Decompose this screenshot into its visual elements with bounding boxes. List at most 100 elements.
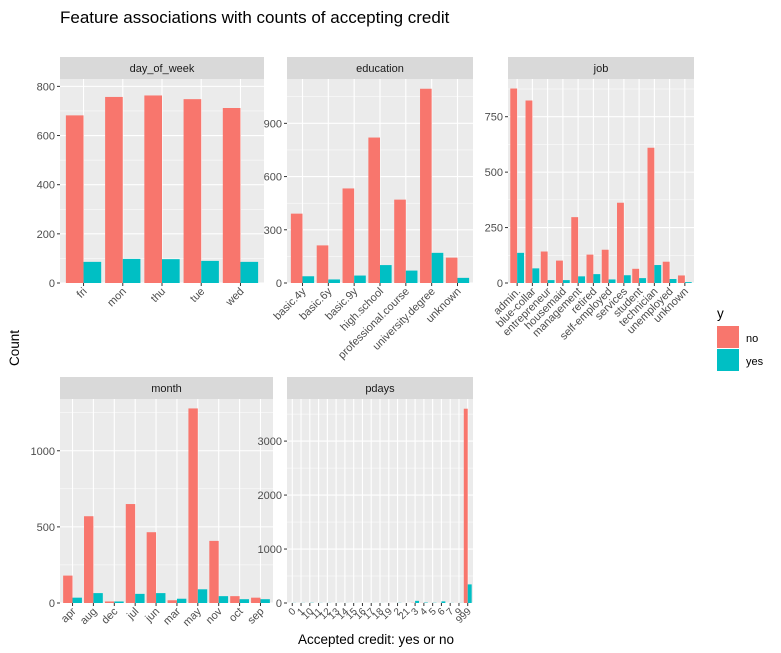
bar-no-basic.4y [290, 213, 303, 283]
bar-yes-basic.9y [354, 275, 366, 283]
legend-label-yes: yes [746, 356, 764, 368]
facet-label: education [356, 63, 404, 75]
bar-no-sep [251, 597, 261, 603]
y-tick-label: 200 [37, 229, 55, 241]
x-tick-label: wed [223, 286, 246, 309]
bar-yes-6 [441, 601, 446, 603]
y-axis-label: Count [7, 330, 22, 366]
x-tick-label: aug [78, 606, 99, 627]
bar-yes-mar [176, 598, 187, 603]
legend: y no yes [717, 306, 764, 371]
panel-education: education0300600900basic.4ybasic.6ybasic… [264, 57, 473, 362]
bar-no-high.school [368, 137, 380, 283]
bar-no-admin. [510, 88, 518, 283]
bar-yes-blue-collar [532, 268, 540, 283]
bar-yes-tue [201, 260, 219, 283]
chart-title: Feature associations with counts of acce… [60, 8, 450, 27]
bar-yes-unemployed [669, 279, 677, 283]
bar-yes-jul [135, 593, 145, 603]
bar-no-management [571, 217, 579, 283]
bar-no-technician [647, 147, 655, 283]
bar-no-nov [209, 540, 219, 603]
bar-yes-jun [156, 593, 166, 603]
y-tick-label: 750 [485, 112, 503, 124]
bar-no-housemaid [556, 260, 563, 283]
x-tick-label: dec [99, 605, 120, 626]
bar-no-mar [167, 600, 177, 603]
legend-label-no: no [746, 333, 758, 345]
bar-yes-3 [415, 600, 420, 603]
panel-pdays: pdays01000200030000110111213141516171819… [258, 377, 474, 626]
bar-no-retired [586, 254, 594, 283]
bar-no-entrepreneur [540, 251, 548, 283]
bar-no-services [617, 202, 624, 283]
bar-yes-unknown [457, 277, 470, 283]
y-tick-label: 2000 [258, 490, 282, 502]
bar-yes-admin. [517, 252, 525, 283]
bar-yes-basic.6y [328, 279, 340, 283]
facet-strip [508, 57, 694, 79]
legend-title: y [717, 306, 724, 321]
x-tick-label: mar [161, 605, 183, 627]
y-tick-label: 250 [485, 223, 503, 235]
bar-yes-retired [593, 274, 601, 283]
panel-background [508, 79, 694, 283]
x-tick-label: apr [59, 605, 79, 625]
panel-background [60, 399, 273, 603]
bar-yes-housemaid [562, 280, 570, 283]
bar-yes-aug [93, 593, 103, 603]
x-tick-label: oct [227, 606, 246, 625]
bar-yes-services [623, 275, 631, 283]
facet-label: pdays [365, 383, 395, 395]
bar-yes-mon [122, 258, 141, 283]
bar-no-may [188, 408, 198, 603]
bar-no-university.degree [420, 88, 432, 283]
x-tick-label: jul [124, 606, 141, 623]
bar-no-thu [144, 95, 162, 283]
bar-no-self-employed [601, 249, 609, 283]
bar-no-oct [230, 596, 240, 603]
y-tick-label: 300 [264, 225, 282, 237]
bar-yes-university.degree [431, 252, 444, 283]
x-tick-label: nov [204, 605, 225, 626]
bar-yes-nov [218, 596, 229, 603]
y-tick-label: 3000 [258, 436, 282, 448]
y-tick-label: 0 [49, 278, 55, 290]
y-tick-label: 800 [37, 81, 55, 93]
bar-no-fri [65, 115, 84, 283]
bar-yes-professional.course [405, 270, 418, 283]
bar-no-wed [222, 108, 241, 283]
x-tick-label: may [181, 605, 205, 629]
bar-no-professional.course [394, 199, 406, 283]
facet-strip [60, 57, 264, 79]
bar-no-unemployed [662, 261, 670, 283]
x-axis-label: Accepted credit: yes or no [298, 632, 454, 647]
bar-yes-self-employed [608, 279, 616, 283]
x-tick-label: sep [246, 606, 267, 627]
facet-strip [287, 377, 473, 399]
facet-strip [287, 57, 473, 79]
panel-job: job0250500750admin.blue-collarentreprene… [485, 57, 694, 343]
bar-no-mon [105, 96, 123, 283]
y-tick-label: 500 [485, 167, 503, 179]
facet-label: month [151, 383, 182, 395]
y-tick-label: 0 [276, 278, 282, 290]
bar-yes-sep [260, 599, 270, 603]
bar-yes-dec [114, 601, 124, 603]
bar-no-dec [104, 601, 115, 603]
bar-no-unknown [677, 275, 685, 283]
bar-yes-may [197, 589, 208, 603]
bar-no-basic.9y [342, 188, 355, 283]
y-tick-label: 0 [497, 278, 503, 290]
x-tick-label: jun [143, 606, 163, 626]
bar-yes-basic.4y [302, 276, 315, 283]
y-tick-label: 600 [264, 172, 282, 184]
bar-no-apr [63, 575, 73, 603]
y-tick-label: 500 [37, 522, 55, 534]
bar-yes-technician [654, 265, 662, 283]
bar-no-aug [84, 516, 94, 603]
y-tick-label: 900 [264, 118, 282, 130]
panel-day_of_week: day_of_week 0 200 400 600 800 fri mon thu tue wed [37, 57, 264, 309]
